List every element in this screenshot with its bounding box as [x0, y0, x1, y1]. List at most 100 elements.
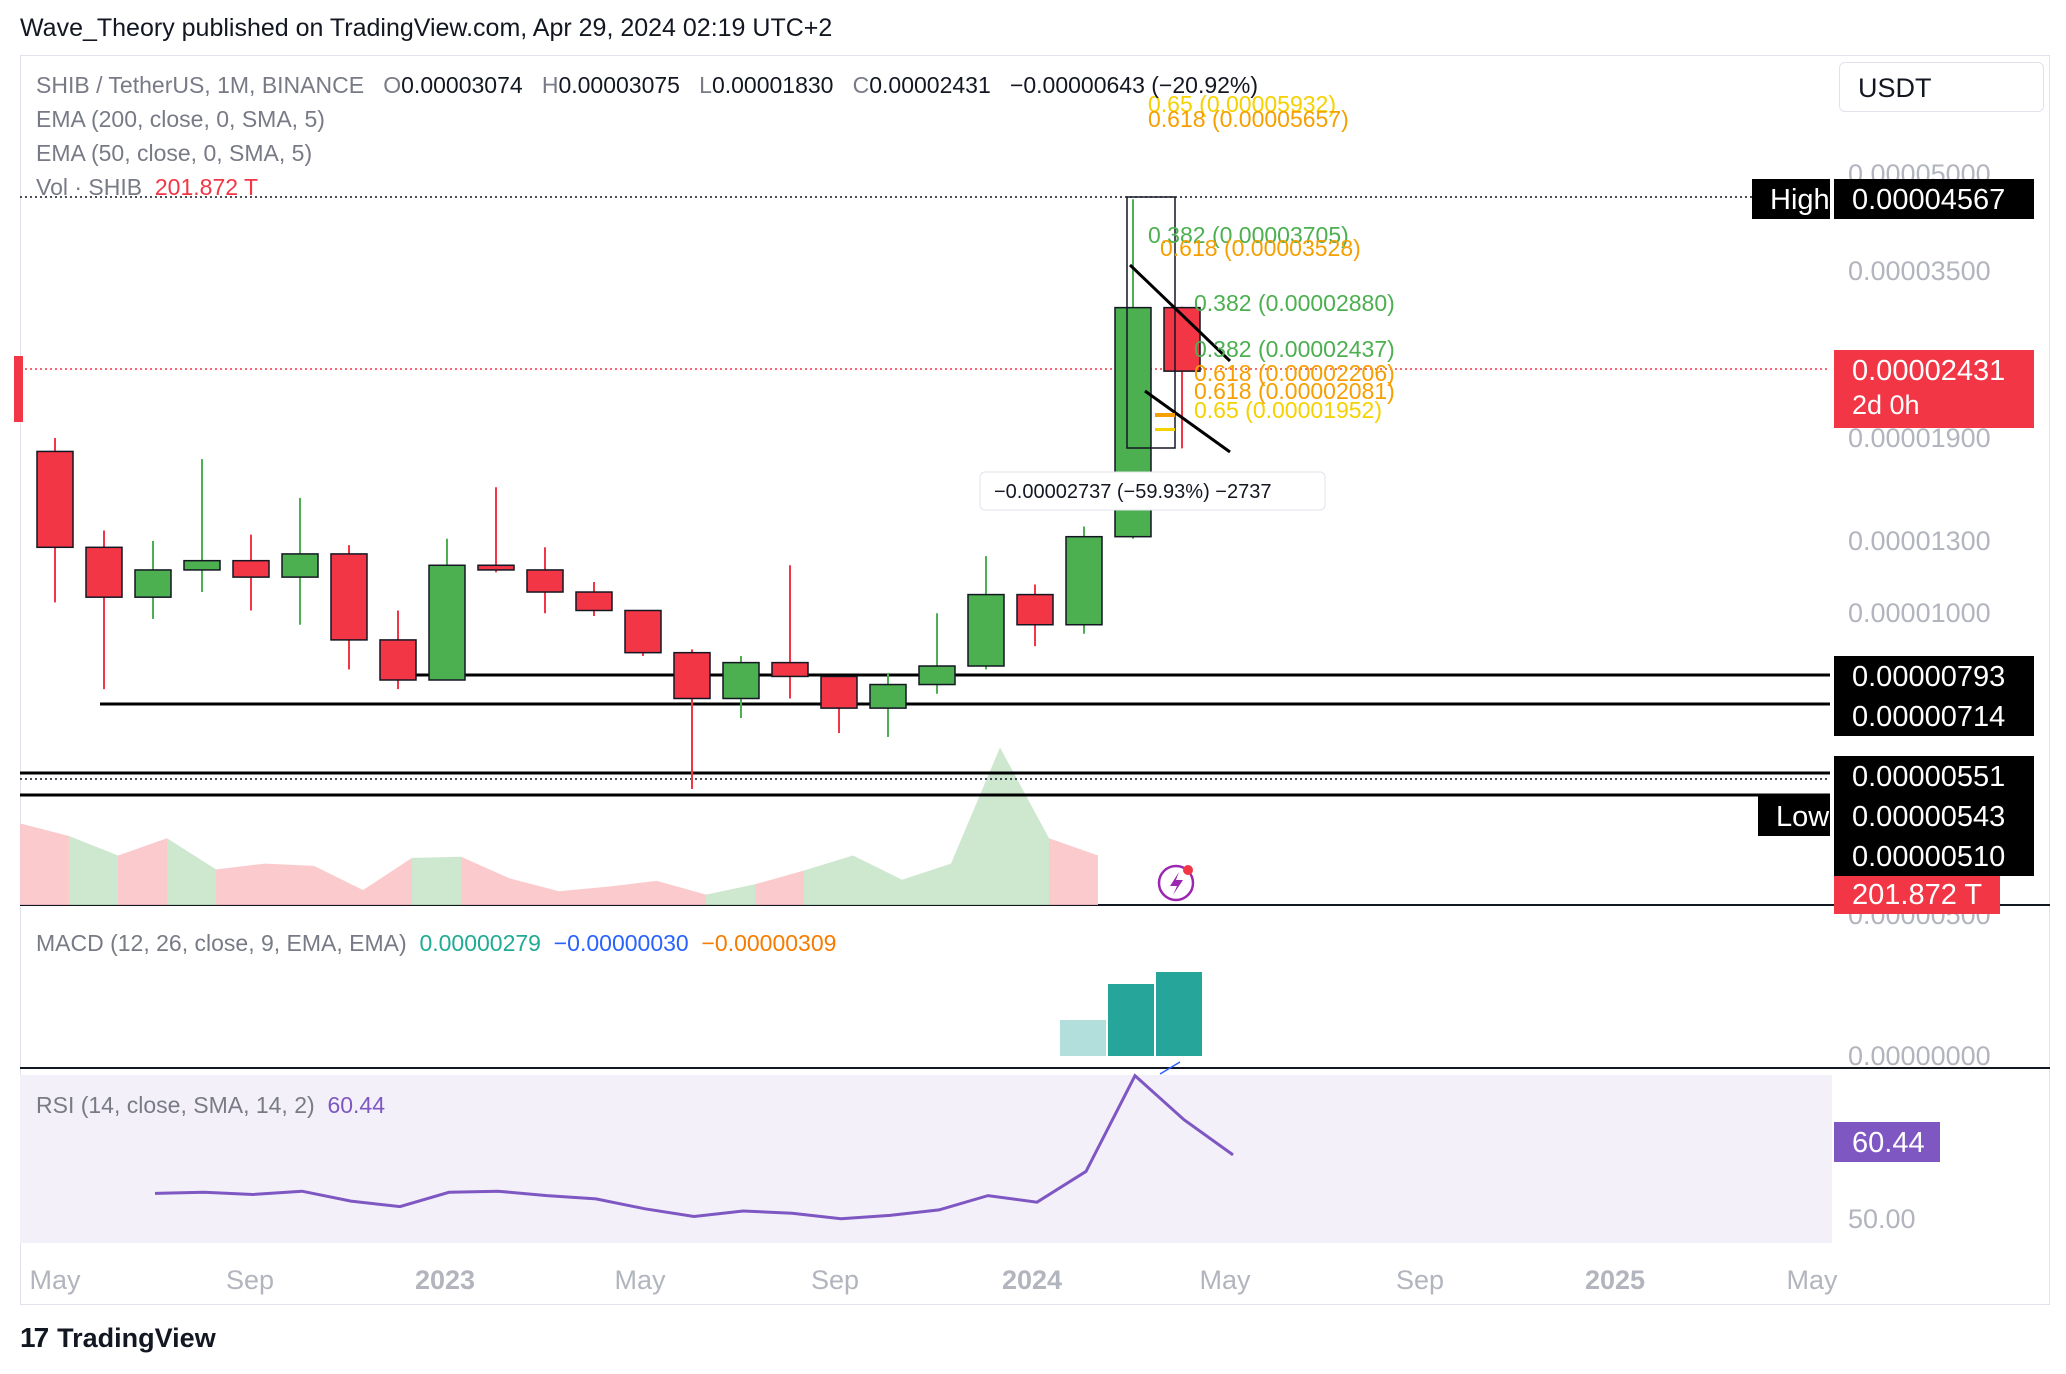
chart-frame[interactable] [20, 55, 2050, 1305]
fib-label: 0.618 (0.00003528) [1160, 235, 1361, 261]
candle-body [134, 569, 172, 598]
last-price-value: 0.00002431 [1852, 355, 2005, 387]
price-axis-label: 0.00001000 [1848, 598, 1991, 628]
high-tag-value: 0.00004567 [1852, 184, 2005, 216]
price-axis-label: 0.00000000 [1848, 1041, 1991, 1071]
volume-area-segment [706, 884, 755, 905]
low-tag-label-bg [1758, 796, 1830, 836]
footer-brand[interactable]: 17 TradingView [20, 1322, 216, 1354]
time-axis-label: Sep [811, 1265, 859, 1295]
rsi-line [154, 1073, 1234, 1221]
level-tag-bg [1834, 756, 2034, 796]
volume-label: Vol · SHIB [36, 174, 143, 200]
candle-body [722, 661, 760, 700]
macd-legend[interactable]: MACD (12, 26, close, 9, EMA, EMA) 0.0000… [36, 930, 836, 957]
high-tag-label: High [1770, 184, 1830, 216]
macd-value-3: −0.00000309 [701, 930, 837, 956]
fib-marker-yellow [1155, 428, 1175, 431]
symbol-legend: SHIB / TetherUS, 1M, BINANCE O0.00003074… [36, 72, 1258, 99]
level-tag-bg [1834, 836, 2034, 876]
candle-body [918, 665, 956, 686]
fib-label: 0.382 (0.00003705) [1148, 222, 1349, 248]
volume-area-segment [510, 878, 559, 905]
volume-area-segment [902, 863, 951, 905]
volume-legend[interactable]: Vol · SHIB 201.872 T [36, 174, 258, 201]
volume-area-segment [755, 870, 804, 905]
volume-area-segment [363, 857, 412, 905]
candle-body [330, 553, 368, 641]
macd-signal-line [1159, 1061, 1181, 1075]
low-tag-value: 0.00000543 [1852, 801, 2005, 833]
fib-label: 0.65 (0.00001952) [1194, 397, 1382, 423]
candle-body-partial [14, 356, 23, 422]
volume-area-segment [804, 855, 853, 905]
macd-label: MACD (12, 26, close, 9, EMA, EMA) [36, 930, 407, 956]
ohlc-open: 0.00003074 [401, 72, 523, 98]
ohlc-h-key: H [541, 72, 559, 98]
measure-tooltip-bg [979, 471, 1326, 511]
price-axis-label: 0.00003500 [1848, 256, 1991, 286]
rsi-value: 60.44 [327, 1092, 386, 1118]
candle-body [428, 564, 466, 681]
ema200-legend[interactable]: EMA (200, close, 0, SMA, 5) [36, 106, 325, 132]
fib-marker-orange [1155, 413, 1175, 417]
candle-body [869, 683, 907, 709]
candle-body [673, 651, 711, 700]
volume-area-segment [1000, 747, 1049, 905]
ema50-legend[interactable]: EMA (50, close, 0, SMA, 5) [36, 140, 313, 166]
price-axis-label: 0.00001300 [1848, 526, 1991, 556]
rsi-background [20, 1075, 1832, 1243]
price-axis-label: 50.00 [1848, 1204, 1916, 1234]
ohlc-o-key: O [383, 72, 402, 98]
ohlc-close: 0.00002431 [869, 72, 991, 98]
lightning-bolt-icon [1170, 872, 1183, 895]
candle-body [526, 569, 564, 593]
fib-label: 0.618 (0.00002081) [1194, 378, 1395, 404]
ohlc-high: 0.00003075 [558, 72, 680, 98]
volume-area-segment [265, 863, 314, 905]
candle-body [575, 591, 613, 612]
fib-label: 0.382 (0.00002437) [1194, 336, 1395, 362]
time-axis-label: Sep [226, 1265, 274, 1295]
volume-area-segment [853, 855, 902, 905]
candle-body [281, 553, 319, 578]
tradingview-logo-icon: 17 [20, 1322, 49, 1353]
volume-area-segment [20, 823, 69, 905]
time-axis-label: 2025 [1585, 1265, 1645, 1295]
level-tag: 0.00000714 [1852, 701, 2005, 733]
fib-label: 0.618 (0.00002206) [1194, 360, 1395, 386]
volume-area-segment [412, 856, 461, 905]
footer-brand-text: TradingView [57, 1322, 216, 1353]
fib-label: 0.65 (0.00005932) [1148, 91, 1336, 117]
volume-area-segment [314, 865, 363, 905]
publisher-line: Wave_Theory published on TradingView.com… [20, 14, 833, 42]
ohlc-l-key: L [699, 72, 712, 98]
rsi-legend[interactable]: RSI (14, close, SMA, 14, 2) 60.44 [36, 1092, 385, 1119]
last-price-tag-bg [1834, 350, 2034, 428]
volume-area-segment [657, 880, 706, 905]
macd-histogram-bar [1156, 972, 1202, 1056]
volume-area-segment [559, 886, 608, 905]
high-tag-value-bg [1834, 179, 2034, 219]
macd-histogram-bar [1108, 984, 1154, 1056]
candle-body [232, 559, 270, 578]
candle-body [1163, 306, 1201, 372]
candle-body [183, 559, 221, 571]
symbol-title[interactable]: SHIB / TetherUS, 1M, BINANCE [36, 72, 365, 98]
measure-tooltip-text: −0.00002737 (−59.93%) −2737 [994, 481, 1271, 503]
fib-label: 0.382 (0.00002880) [1194, 290, 1395, 316]
macd-histogram-bar [1060, 1020, 1106, 1056]
low-tag-label: Low [1776, 801, 1830, 833]
high-tag-label-bg [1752, 179, 1830, 219]
channel-line-lower [1144, 389, 1231, 454]
fib-label: 0.618 (0.00005657) [1148, 106, 1349, 132]
level-tag: 0.00000551 [1852, 761, 2005, 793]
currency-selector-button[interactable]: USDT [1839, 62, 2044, 112]
candle-body [820, 675, 858, 709]
macd-value-1: 0.00000279 [419, 930, 541, 956]
rsi-tag-bg [1834, 1122, 1940, 1162]
time-axis-label: May [1199, 1265, 1251, 1295]
volume-area-segment [461, 856, 510, 905]
ohlc-change: −0.00000643 (−20.92%) [1009, 72, 1259, 98]
